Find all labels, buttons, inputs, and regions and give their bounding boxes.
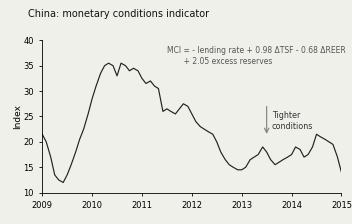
Text: MCI = - lending rate + 0.98 ΔTSF - 0.68 ΔREER
       + 2.05 excess reserves: MCI = - lending rate + 0.98 ΔTSF - 0.68 … <box>167 46 346 66</box>
Y-axis label: Index: Index <box>13 104 22 129</box>
Text: China: monetary conditions indicator: China: monetary conditions indicator <box>28 9 209 19</box>
Text: Tighter
conditions: Tighter conditions <box>272 111 313 131</box>
